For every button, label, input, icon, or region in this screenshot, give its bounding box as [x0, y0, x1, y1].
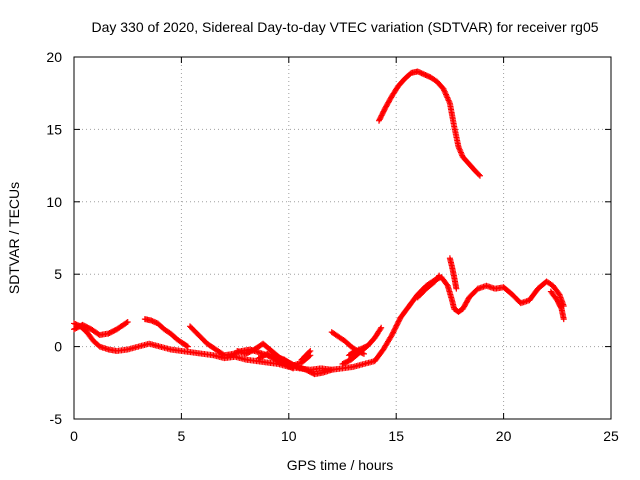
axis-ticks: 0 5 10 15 20 25 -5 0 5 10 15 20: [46, 49, 619, 444]
y-axis-label: SDTVAR / TECUs: [6, 182, 22, 294]
data-point: [360, 350, 367, 357]
data-point: [306, 349, 313, 356]
x-tick-label: 15: [388, 428, 404, 444]
data-point: [378, 112, 385, 119]
data-point: [328, 366, 335, 373]
data-point: [388, 332, 395, 339]
data-point: [307, 347, 314, 354]
series-arc-8: [298, 347, 314, 363]
data-point: [390, 329, 397, 336]
data-point: [391, 326, 398, 333]
data-point: [560, 316, 567, 323]
y-tick-label: -5: [50, 411, 63, 427]
data-point: [379, 109, 386, 116]
series-arc-14: [547, 288, 567, 323]
series-arc-4: [141, 316, 191, 350]
data-point: [381, 107, 388, 114]
data-point: [453, 285, 460, 292]
chart-title: Day 330 of 2020, Sidereal Day-to-day VTE…: [91, 19, 598, 35]
data-point: [443, 281, 450, 288]
plot-border: [73, 56, 612, 420]
data-point: [435, 273, 442, 280]
data-point: [557, 304, 564, 311]
series-arc-2: [397, 274, 567, 321]
data-point: [392, 323, 399, 330]
data-point: [376, 116, 383, 123]
data-point: [184, 343, 191, 350]
series-arc-15: [414, 272, 443, 301]
data-points: [71, 68, 567, 378]
series-arc-11: [345, 343, 370, 359]
data-point: [379, 111, 386, 118]
data-point: [390, 328, 397, 335]
data-point: [380, 108, 387, 115]
data-point: [389, 330, 396, 337]
data-point: [376, 117, 383, 124]
data-point: [378, 324, 385, 331]
data-point: [394, 319, 401, 326]
x-tick-label: 20: [496, 428, 512, 444]
data-point: [392, 325, 399, 332]
series-arc-1: [71, 314, 404, 373]
series-arc-12: [376, 68, 483, 179]
x-axis-label: GPS time / hours: [287, 457, 394, 473]
y-tick-label: 10: [46, 194, 62, 210]
data-point: [377, 326, 384, 333]
data-point: [377, 113, 384, 120]
y-tick-label: 0: [54, 339, 62, 355]
y-tick-label: 5: [54, 266, 62, 282]
x-tick-label: 10: [281, 428, 297, 444]
data-point: [436, 272, 443, 279]
grid-lines: [74, 57, 611, 419]
data-point: [395, 318, 402, 325]
data-point: [396, 317, 403, 324]
data-point: [377, 115, 384, 122]
y-tick-label: 20: [46, 49, 62, 65]
y-tick-label: 15: [46, 121, 62, 137]
series-arc-3: [71, 318, 131, 339]
x-tick-label: 25: [603, 428, 619, 444]
data-point: [123, 319, 130, 326]
x-tick-label: 5: [178, 428, 186, 444]
data-point: [394, 321, 401, 328]
data-point: [476, 172, 483, 179]
data-point: [124, 318, 131, 325]
data-point: [475, 171, 482, 178]
data-point: [393, 322, 400, 329]
data-point: [183, 342, 190, 349]
series-arc-13: [446, 255, 460, 292]
data-point: [363, 343, 370, 350]
x-tick-label: 0: [70, 428, 78, 444]
